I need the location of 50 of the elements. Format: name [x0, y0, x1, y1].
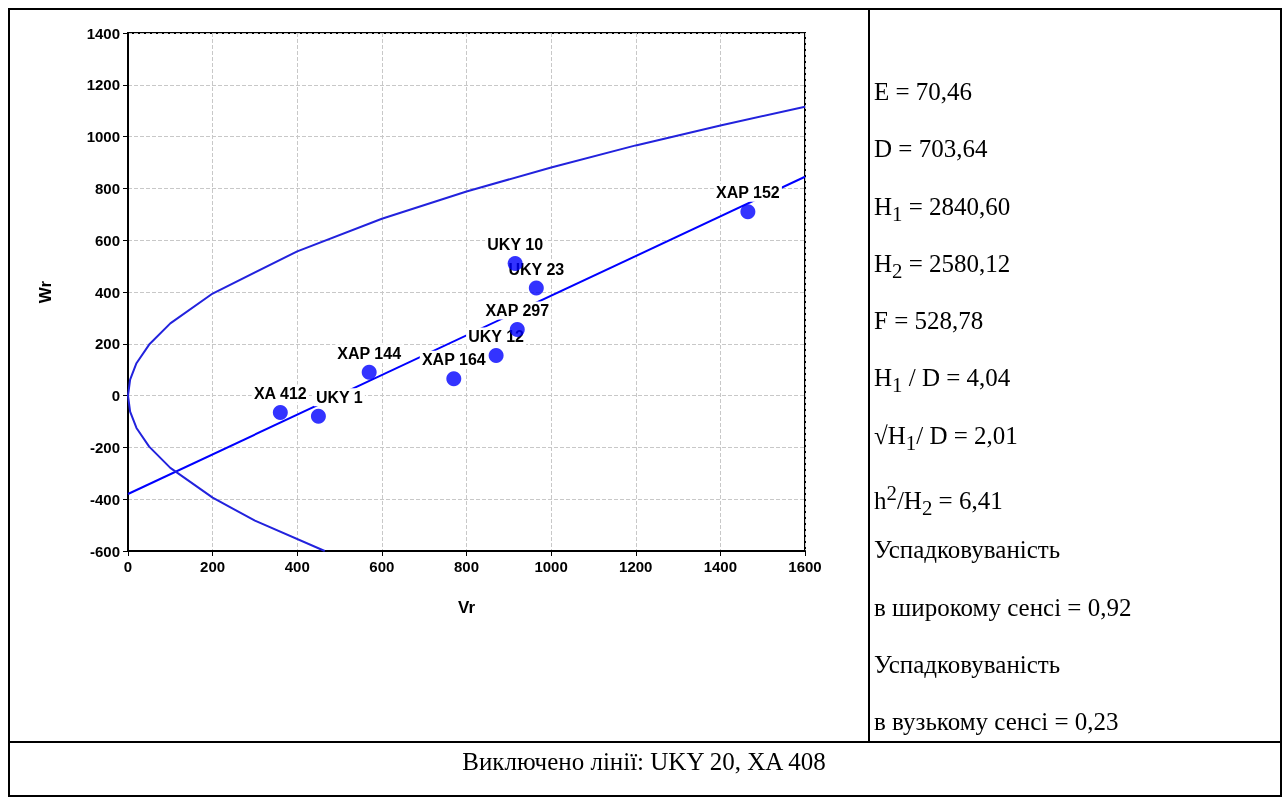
- text: F = 528,78: [874, 306, 985, 337]
- text: E = 70,46: [874, 77, 974, 107]
- point: [272, 404, 288, 420]
- annotation: XAP 152: [716, 184, 780, 202]
- y-tick-label: 600: [94, 231, 120, 249]
- point: [740, 204, 756, 220]
- y-tick-label: -600: [89, 542, 120, 560]
- point: [361, 364, 377, 380]
- annotation: UKY 1: [315, 388, 363, 406]
- annotation: XAP 144: [337, 344, 402, 362]
- x-tick-label: 1400: [703, 558, 738, 575]
- y-tick-label: -400: [89, 490, 120, 508]
- y-axis-title: Wr: [36, 280, 55, 304]
- text: Успадковуваність: [874, 649, 1062, 680]
- x-tick-label: 0: [123, 558, 133, 575]
- y-tick-label: 800: [94, 179, 120, 197]
- y-tick-label: 400: [94, 283, 120, 301]
- x-tick-label: 400: [284, 558, 310, 575]
- text: в вузькому сенсі = 0,23: [874, 707, 1120, 738]
- y-tick-label: 1000: [86, 128, 120, 146]
- point: [488, 347, 504, 363]
- x-tick-label: 1200: [619, 558, 653, 575]
- point: [446, 371, 462, 387]
- point: [528, 280, 544, 296]
- annotation: UKY 23: [508, 260, 565, 278]
- x-tick-label: 800: [453, 558, 480, 575]
- y-tick-label: 0: [111, 387, 120, 405]
- annotation: XA 412: [253, 384, 307, 402]
- x-tick-label: 1600: [788, 558, 822, 575]
- y-tick-label: 1200: [86, 76, 120, 94]
- text: Виключено лінії: UKY 20, XA 408: [461, 748, 827, 776]
- point: [310, 408, 326, 424]
- annotation: XAP 164: [421, 351, 486, 369]
- x-axis-title: Vr: [457, 598, 476, 617]
- text: D = 703,64: [874, 134, 989, 165]
- text: H$_{1}$ = 2840,60: [874, 191, 1012, 228]
- text: √H$_{1}$/ D = 2,01: [874, 420, 1019, 457]
- text: в широкому сенсі = 0,92: [874, 592, 1133, 623]
- x-tick-label: 600: [369, 558, 395, 575]
- y-tick-label: -200: [89, 438, 120, 456]
- text: Успадковуваність: [874, 535, 1062, 566]
- text: H$_{2}$ = 2580,12: [874, 248, 1012, 285]
- y-tick-label: 1400: [86, 24, 120, 42]
- x-tick-label: 200: [200, 558, 226, 575]
- annotation: XAP 297: [485, 302, 550, 320]
- text: H$_{1}$ / D = 4,04: [874, 363, 1012, 400]
- text: h$^{2}$/H$_{2}$ = 6,41: [874, 480, 1004, 523]
- y-tick-label: 200: [94, 335, 120, 353]
- annotation: UKY 10: [487, 236, 544, 254]
- x-tick-label: 1000: [534, 558, 568, 575]
